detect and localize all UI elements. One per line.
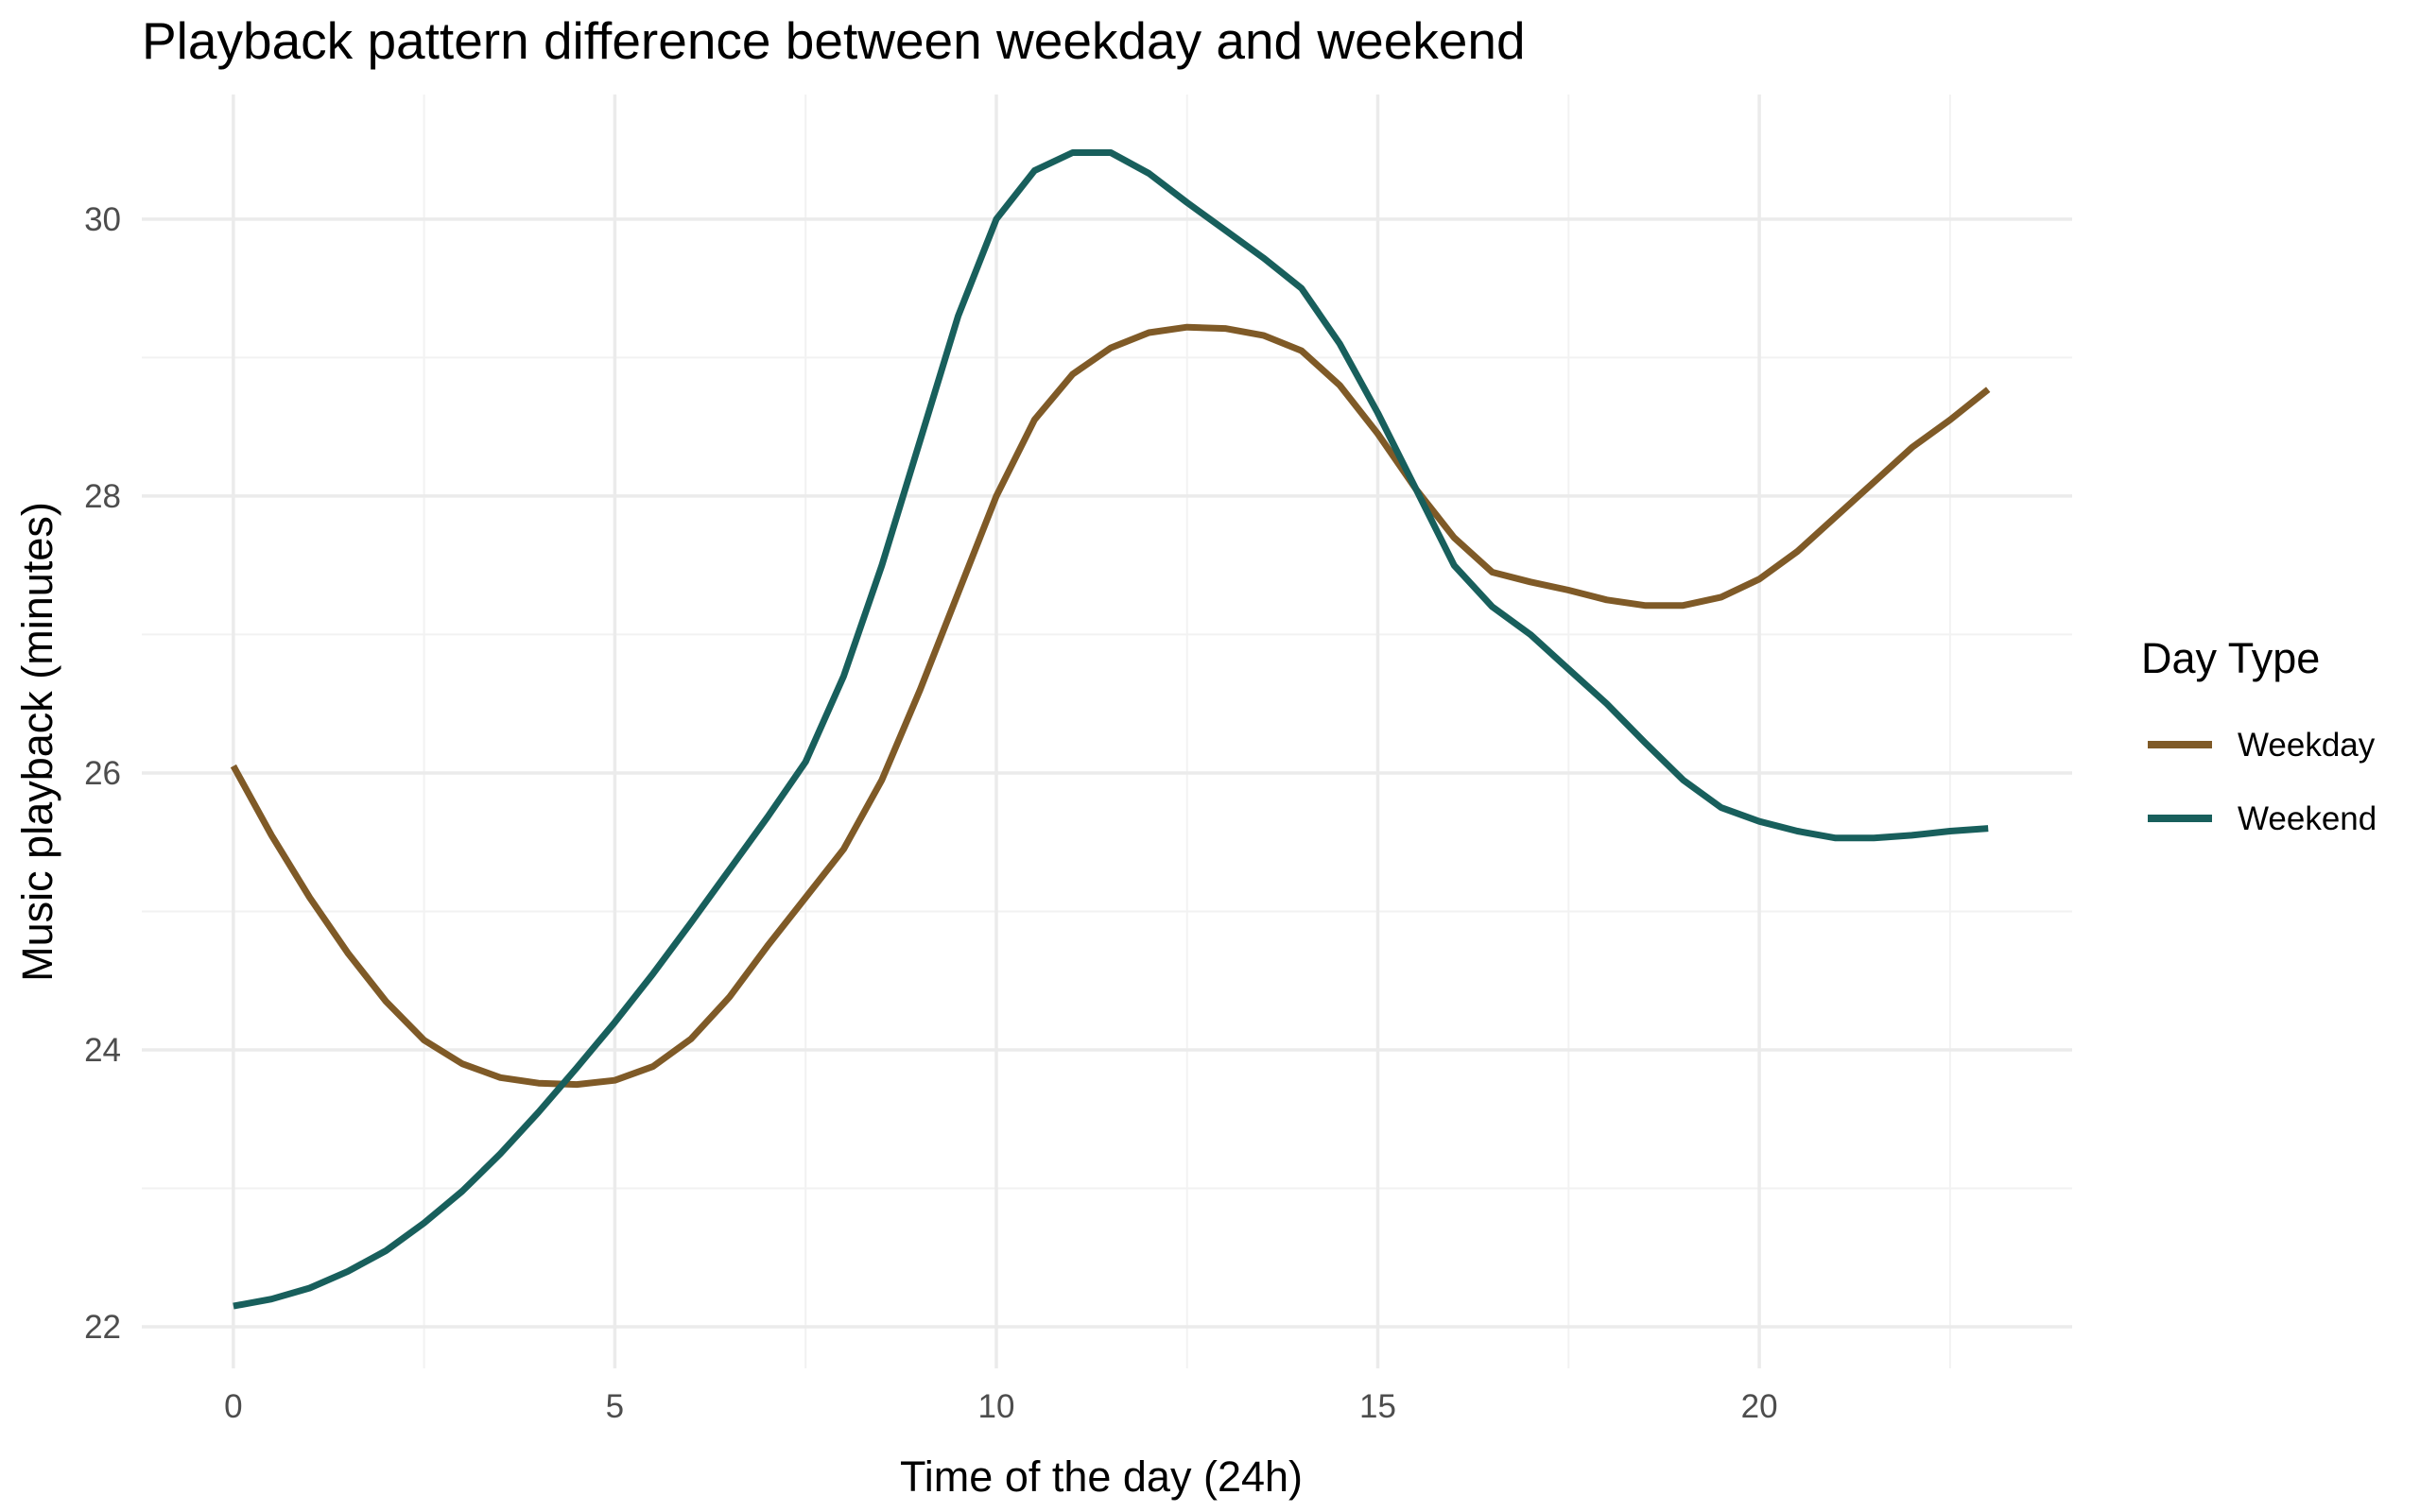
legend: Day Type Weekday Weekend	[2141, 634, 2377, 837]
legend-items: Weekday Weekend	[2148, 727, 2377, 837]
series-line-weekday	[230, 323, 1991, 1089]
y-axis-title: Music playback (minutes)	[13, 502, 61, 982]
grid	[142, 94, 2072, 1368]
y-axis-ticks: 22 24 26 28 30	[84, 201, 121, 1346]
y-tick-label: 24	[84, 1032, 121, 1069]
legend-title: Day Type	[2141, 634, 2320, 682]
x-tick-label: 20	[1741, 1388, 1778, 1425]
legend-label-weekend: Weekend	[2238, 800, 2377, 837]
x-axis-title: Time of the day (24h)	[900, 1452, 1303, 1501]
chart-title: Playback pattern difference between week…	[142, 11, 1526, 70]
y-tick-label: 26	[84, 755, 121, 792]
x-tick-label: 0	[224, 1388, 242, 1425]
series-line-weekend	[233, 149, 1989, 1310]
x-axis-ticks: 0 5 10 15 20	[224, 1388, 1777, 1425]
x-tick-label: 10	[977, 1388, 1014, 1425]
y-tick-label: 22	[84, 1309, 121, 1346]
x-tick-label: 5	[606, 1388, 624, 1425]
y-tick-label: 30	[84, 201, 121, 238]
legend-label-weekday: Weekday	[2238, 727, 2376, 764]
y-tick-label: 28	[84, 478, 121, 515]
series-lines	[230, 149, 1991, 1310]
x-tick-label: 15	[1359, 1388, 1396, 1425]
